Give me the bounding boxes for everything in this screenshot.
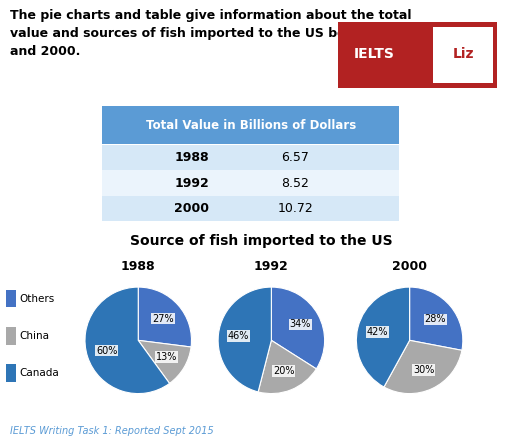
Bar (7, 364, 16, 382)
Text: 60%: 60% (96, 346, 118, 355)
Bar (7, 290, 16, 308)
Text: 20%: 20% (273, 366, 294, 376)
Text: 46%: 46% (228, 331, 249, 341)
Bar (433, 27, 494, 83)
Text: Liz: Liz (453, 47, 474, 61)
Title: 1988: 1988 (121, 259, 156, 273)
Text: 2000: 2000 (174, 202, 209, 215)
Wedge shape (410, 287, 463, 351)
Text: 13%: 13% (156, 352, 177, 362)
Text: 42%: 42% (367, 327, 389, 337)
Wedge shape (138, 287, 191, 347)
Text: The pie charts and table give information about the total
value and sources of f: The pie charts and table give informatio… (10, 9, 428, 58)
Text: 1992: 1992 (174, 176, 209, 190)
Wedge shape (85, 287, 169, 393)
Title: 1992: 1992 (254, 259, 289, 273)
Text: Source of fish imported to the US: Source of fish imported to the US (130, 234, 392, 248)
Wedge shape (271, 287, 325, 369)
Bar (102, 106, 399, 144)
Wedge shape (138, 340, 191, 383)
Text: 1988: 1988 (174, 151, 209, 164)
Bar (7, 327, 16, 345)
Bar (102, 145, 399, 171)
Wedge shape (356, 287, 410, 387)
Text: 6.57: 6.57 (282, 151, 309, 164)
Text: Canada: Canada (20, 368, 59, 378)
Text: 30%: 30% (413, 365, 434, 375)
Title: 2000: 2000 (392, 259, 427, 273)
Text: Total Value in Billions of Dollars: Total Value in Billions of Dollars (146, 118, 356, 132)
Text: Others: Others (20, 294, 55, 304)
Wedge shape (218, 287, 271, 392)
Wedge shape (258, 340, 316, 393)
Bar (102, 171, 399, 196)
Text: IELTS: IELTS (354, 47, 395, 61)
Text: China: China (20, 331, 50, 341)
Text: 10.72: 10.72 (278, 202, 313, 215)
Text: 28%: 28% (424, 314, 446, 324)
Text: 27%: 27% (152, 313, 174, 324)
Bar (102, 196, 399, 221)
Wedge shape (384, 340, 462, 393)
Text: IELTS Writing Task 1: Reported Sept 2015: IELTS Writing Task 1: Reported Sept 2015 (10, 426, 214, 436)
Text: 8.52: 8.52 (282, 176, 309, 190)
Text: 34%: 34% (290, 320, 311, 329)
